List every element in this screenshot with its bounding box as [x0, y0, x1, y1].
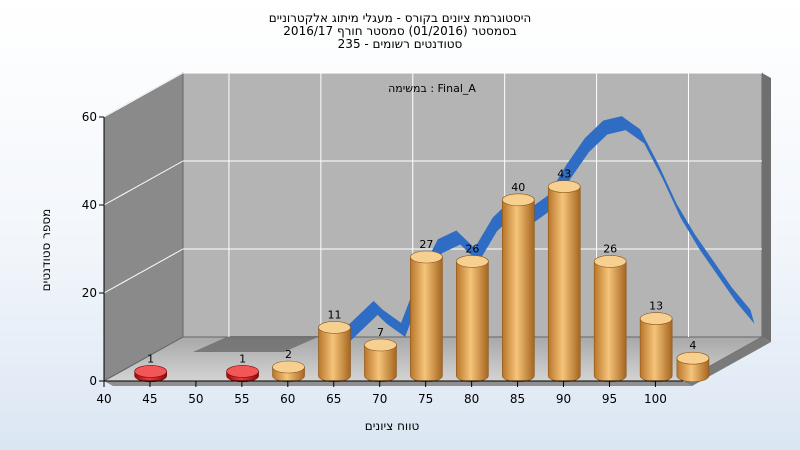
- title-line-1: היסטוגרמת ציונים בקורס - מעגלי מיתוג אלק…: [269, 11, 532, 25]
- y-tick-label: 0: [89, 374, 97, 388]
- bar-top: [318, 321, 351, 334]
- bar: [272, 360, 305, 383]
- bar-value-label: 11: [327, 308, 341, 321]
- bar-top: [134, 365, 167, 378]
- bar-body: [456, 261, 489, 383]
- bar: [364, 338, 397, 383]
- bar: [456, 255, 489, 383]
- y-axis: 0 20 40 60: [82, 110, 105, 388]
- x-tick-label: 45: [142, 392, 157, 406]
- bar-top: [639, 312, 673, 325]
- bar-top: [410, 250, 443, 264]
- bar: [676, 351, 710, 383]
- x-tick-label: 55: [234, 392, 249, 406]
- floor-band: [193, 336, 320, 352]
- bar-body: [593, 261, 627, 383]
- bar-body: [410, 256, 443, 383]
- bar-value-label: 13: [649, 300, 663, 313]
- x-tick-label: 65: [326, 392, 341, 406]
- x-tick-label: 100: [644, 392, 667, 406]
- x-tick-label: 75: [418, 392, 433, 406]
- left-side-wall: [103, 72, 184, 382]
- bar-value-label: 4: [689, 339, 696, 352]
- bar-top: [501, 193, 535, 207]
- bar-body: [501, 199, 535, 383]
- y-tick-label: 20: [82, 286, 97, 300]
- bars: [134, 180, 710, 383]
- bar: [547, 180, 581, 383]
- x-tick-label: 50: [188, 392, 203, 406]
- floor-front-edge: [104, 381, 692, 386]
- grid-line-side: [103, 248, 184, 294]
- bar-body: [676, 357, 710, 383]
- bar-value-label: 2: [285, 348, 292, 361]
- bar: [639, 312, 673, 383]
- bar-top: [676, 351, 710, 365]
- x-tick-label: 95: [602, 392, 617, 406]
- bar-top: [272, 360, 305, 374]
- bar-value-label: 1: [239, 352, 246, 365]
- bar-body: [547, 186, 581, 383]
- bar-value-label: 26: [603, 242, 617, 255]
- bar: [593, 255, 627, 383]
- bar-top: [226, 365, 259, 378]
- bar-value-label: 1: [147, 352, 154, 365]
- bar-value-label: 27: [419, 238, 433, 251]
- x-tick-label: 40: [96, 392, 111, 406]
- bar: [410, 250, 443, 383]
- bar-body: [318, 327, 351, 383]
- x-tick-label: 80: [464, 392, 479, 406]
- bar-value-label: 26: [465, 242, 479, 255]
- bar: [134, 365, 167, 383]
- y-tick-label: 40: [82, 198, 97, 212]
- chart-title: היסטוגרמת ציונים בקורס - מעגלי מיתוג אלק…: [269, 11, 532, 51]
- y-ticks: 0 20 40 60: [82, 110, 104, 388]
- right-frame-edge: [762, 73, 771, 342]
- bar-top: [364, 338, 397, 352]
- x-axis-title: טווח ציונים: [365, 419, 420, 433]
- title-line-3: סטודנטים רשומים - 235: [338, 37, 463, 51]
- y-axis-title: מספר סטודנטים: [39, 209, 53, 292]
- grid-line-side: [103, 72, 184, 118]
- bar-top: [456, 255, 489, 268]
- bar-top: [593, 255, 627, 268]
- bar: [318, 321, 351, 383]
- title-line-2: בסמסטר (01/2016) סמסטר חורף 2016/17: [283, 24, 516, 38]
- bar: [226, 365, 259, 383]
- bar-body: [364, 344, 397, 383]
- task-annotation: במשימה : Final_A: [388, 82, 476, 95]
- y-tick-label: 60: [82, 110, 97, 124]
- x-tick-label: 90: [556, 392, 571, 406]
- bar-value-label: 43: [557, 168, 571, 181]
- x-tick-label: 60: [280, 392, 295, 406]
- bar: [501, 193, 535, 383]
- x-tick-label: 70: [372, 392, 387, 406]
- grid-line-side: [103, 160, 184, 206]
- bar-body: [639, 318, 673, 383]
- x-tick-label: 85: [510, 392, 525, 406]
- bar-value-label: 7: [377, 326, 384, 339]
- bar-top: [547, 180, 581, 193]
- x-axis: 40 45 50 55 60 65 70 75 80 85 90 95 100: [96, 380, 683, 406]
- x-ticks: 40 45 50 55 60 65 70 75 80 85 90 95 100: [96, 381, 667, 406]
- bar-value-label: 40: [511, 181, 525, 194]
